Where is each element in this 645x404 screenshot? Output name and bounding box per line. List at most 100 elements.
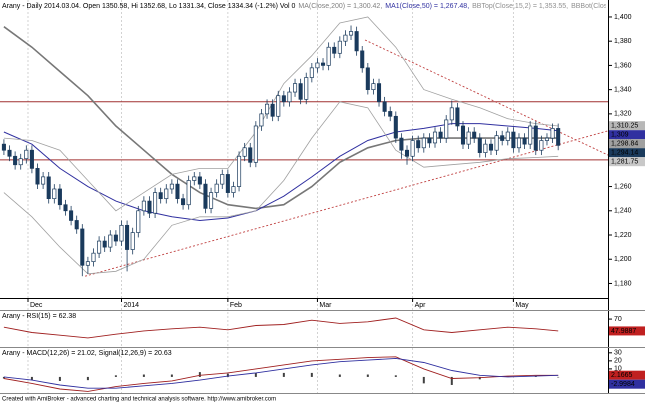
candle-body xyxy=(432,131,438,144)
header-part: BBBot(Close,15,2) = * xyxy=(571,3,640,10)
candle-body xyxy=(444,119,449,139)
candle-body xyxy=(410,140,415,157)
candle-body xyxy=(421,137,426,149)
overlay-line xyxy=(3,123,559,222)
candle-body xyxy=(119,224,124,242)
candle-body xyxy=(438,131,443,139)
value-tag xyxy=(609,148,645,158)
candle-body xyxy=(298,83,303,100)
candle-body xyxy=(197,176,202,185)
candle-body xyxy=(326,46,331,66)
value-tag xyxy=(609,139,645,149)
histogram-bar xyxy=(254,372,257,377)
candle-body xyxy=(248,147,253,163)
indicator-line xyxy=(3,356,559,392)
candle-body xyxy=(24,149,29,160)
histogram-bar xyxy=(226,373,229,377)
candle-body xyxy=(63,204,68,212)
candle-body xyxy=(315,62,320,69)
candle-body xyxy=(136,210,141,233)
panel-title: Arany - MACD(12,26) = 21.02, Signal(12,2… xyxy=(2,350,172,357)
histogram-bar xyxy=(58,376,61,381)
candle-body xyxy=(29,149,34,169)
trend-line xyxy=(364,39,608,156)
y-tick-label: 20 xyxy=(614,358,622,365)
candle-body xyxy=(35,168,40,185)
histogram-bar xyxy=(142,374,145,377)
candle-body xyxy=(427,137,432,144)
price-plot xyxy=(0,16,608,277)
candle-body xyxy=(393,115,398,139)
candle-body xyxy=(220,174,225,185)
y-tick-label: 1,320 xyxy=(614,111,632,118)
candle-body xyxy=(46,176,51,200)
y-tick-label: 1,180 xyxy=(614,280,632,287)
candle-body xyxy=(388,111,393,117)
x-tick-label: Apr xyxy=(415,302,427,309)
candle-body xyxy=(494,135,499,151)
panel-title: Arany - RSI(15) = 62.38 xyxy=(2,313,76,320)
candle-body xyxy=(225,174,230,193)
candle-body xyxy=(455,107,460,127)
candle-body xyxy=(214,183,219,193)
value-tag xyxy=(609,326,645,336)
candle-body xyxy=(231,186,236,193)
y-tick-label: 1,360 xyxy=(614,62,632,69)
value-tag-label: 1,281.75 xyxy=(611,159,638,166)
candle-body xyxy=(7,149,12,157)
candle-body xyxy=(130,232,135,250)
candle-body xyxy=(544,137,550,141)
y-tick-label: 10 xyxy=(614,366,622,373)
candle-body xyxy=(505,131,510,141)
overlay-line xyxy=(3,101,559,275)
candle-body xyxy=(41,176,46,185)
x-tick-label: May xyxy=(515,302,529,309)
y-tick-label: 30 xyxy=(614,350,622,357)
candle-body xyxy=(108,234,113,248)
candle-body xyxy=(209,192,214,209)
candle-body xyxy=(533,125,538,151)
y-tick-label: 1,380 xyxy=(614,38,632,45)
candle-body xyxy=(69,210,74,221)
histogram-bar xyxy=(30,376,33,381)
value-tag-label: 47.9887 xyxy=(611,328,636,335)
candle-body xyxy=(158,192,163,200)
candle-body xyxy=(528,125,533,145)
candle-body xyxy=(203,183,208,209)
candle-body xyxy=(550,128,555,139)
value-tag-label: -2.9984 xyxy=(611,381,635,388)
histogram-bar xyxy=(450,376,453,385)
candle-body xyxy=(147,200,152,214)
candle-body xyxy=(270,103,275,117)
candle-body xyxy=(337,40,342,54)
candle-body xyxy=(556,128,561,146)
indicator-line xyxy=(3,357,559,389)
candle-body xyxy=(253,125,258,163)
candle-body xyxy=(354,31,359,52)
candle-body xyxy=(91,252,96,263)
candle-body xyxy=(141,200,146,212)
candle-body xyxy=(399,137,404,151)
histogram-bar xyxy=(198,372,201,377)
header-part: Arany - Daily 2014.03.04. Open 1350.58, … xyxy=(2,3,296,10)
candle-body xyxy=(175,183,180,200)
value-tag xyxy=(609,121,645,131)
overlay-line xyxy=(3,16,559,212)
histogram-bar xyxy=(86,376,89,381)
candle-body xyxy=(125,224,130,250)
candle-body xyxy=(332,46,337,54)
candle-body xyxy=(488,143,494,151)
candle-body xyxy=(164,188,169,200)
candle-body xyxy=(276,95,281,117)
y-tick-label: 1,240 xyxy=(614,208,632,215)
histogram-bar xyxy=(282,372,285,377)
value-tag-label: 1,298.84 xyxy=(611,141,638,148)
candle-body xyxy=(376,83,382,103)
x-tick-label: Dec xyxy=(30,302,43,309)
candle-body xyxy=(466,131,471,145)
value-tag xyxy=(609,157,645,167)
candle-body xyxy=(365,67,370,90)
indicator-line xyxy=(3,317,559,339)
x-tick-label: 2014 xyxy=(123,302,139,309)
candle-body xyxy=(18,158,23,166)
